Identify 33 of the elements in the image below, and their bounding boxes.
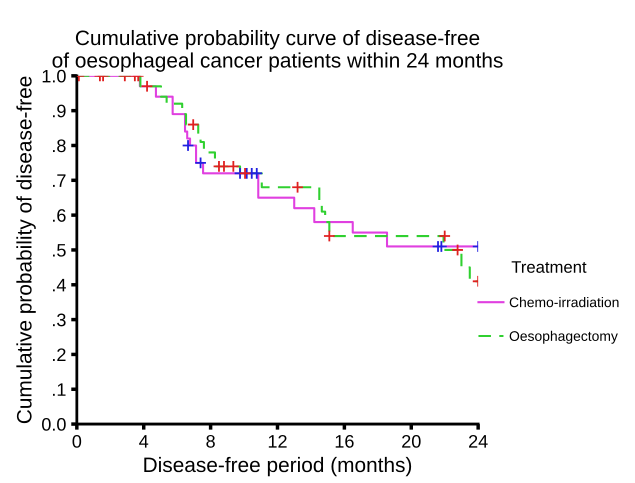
point — [291, 180, 304, 194]
legend-title: Treatment — [512, 261, 586, 273]
y-tick-label: .1 — [53, 383, 66, 396]
y-tick-label: .9 — [53, 104, 66, 118]
y-tick-label: .6 — [53, 209, 66, 222]
x-tick-label: 24 — [469, 434, 488, 448]
legend-label: Oesophagectomy — [510, 330, 618, 344]
point — [186, 118, 200, 131]
y-tick-label: .8 — [53, 139, 66, 152]
y-tick-label: .4 — [53, 278, 66, 292]
point — [227, 160, 240, 173]
x-tick-label: 20 — [402, 434, 421, 448]
point — [323, 230, 336, 242]
legend-label: Chemo-irradiation — [510, 297, 618, 308]
y-axis-title: Cumulative probability of disease-free — [16, 76, 36, 424]
y-tick-label: .3 — [53, 314, 66, 326]
y-tick-label: .2 — [53, 348, 66, 361]
y-tick-label: .5 — [53, 244, 66, 257]
point — [140, 80, 154, 93]
y-tick-label: 1.0 — [42, 70, 66, 83]
x-axis-title: Disease-free period (months) — [144, 456, 412, 476]
x-tick-label: 0 — [72, 434, 82, 448]
point — [435, 240, 448, 253]
point — [438, 230, 451, 242]
x-tick-label: 16 — [336, 434, 354, 448]
x-tick-label: 8 — [206, 434, 215, 448]
point — [182, 139, 194, 152]
y-tick-label: 0.0 — [42, 418, 66, 431]
y-tick-label: .7 — [53, 174, 66, 187]
x-tick-label: 12 — [268, 434, 287, 448]
x-tick-label: 4 — [139, 435, 148, 448]
point — [451, 244, 464, 256]
point — [194, 156, 207, 170]
